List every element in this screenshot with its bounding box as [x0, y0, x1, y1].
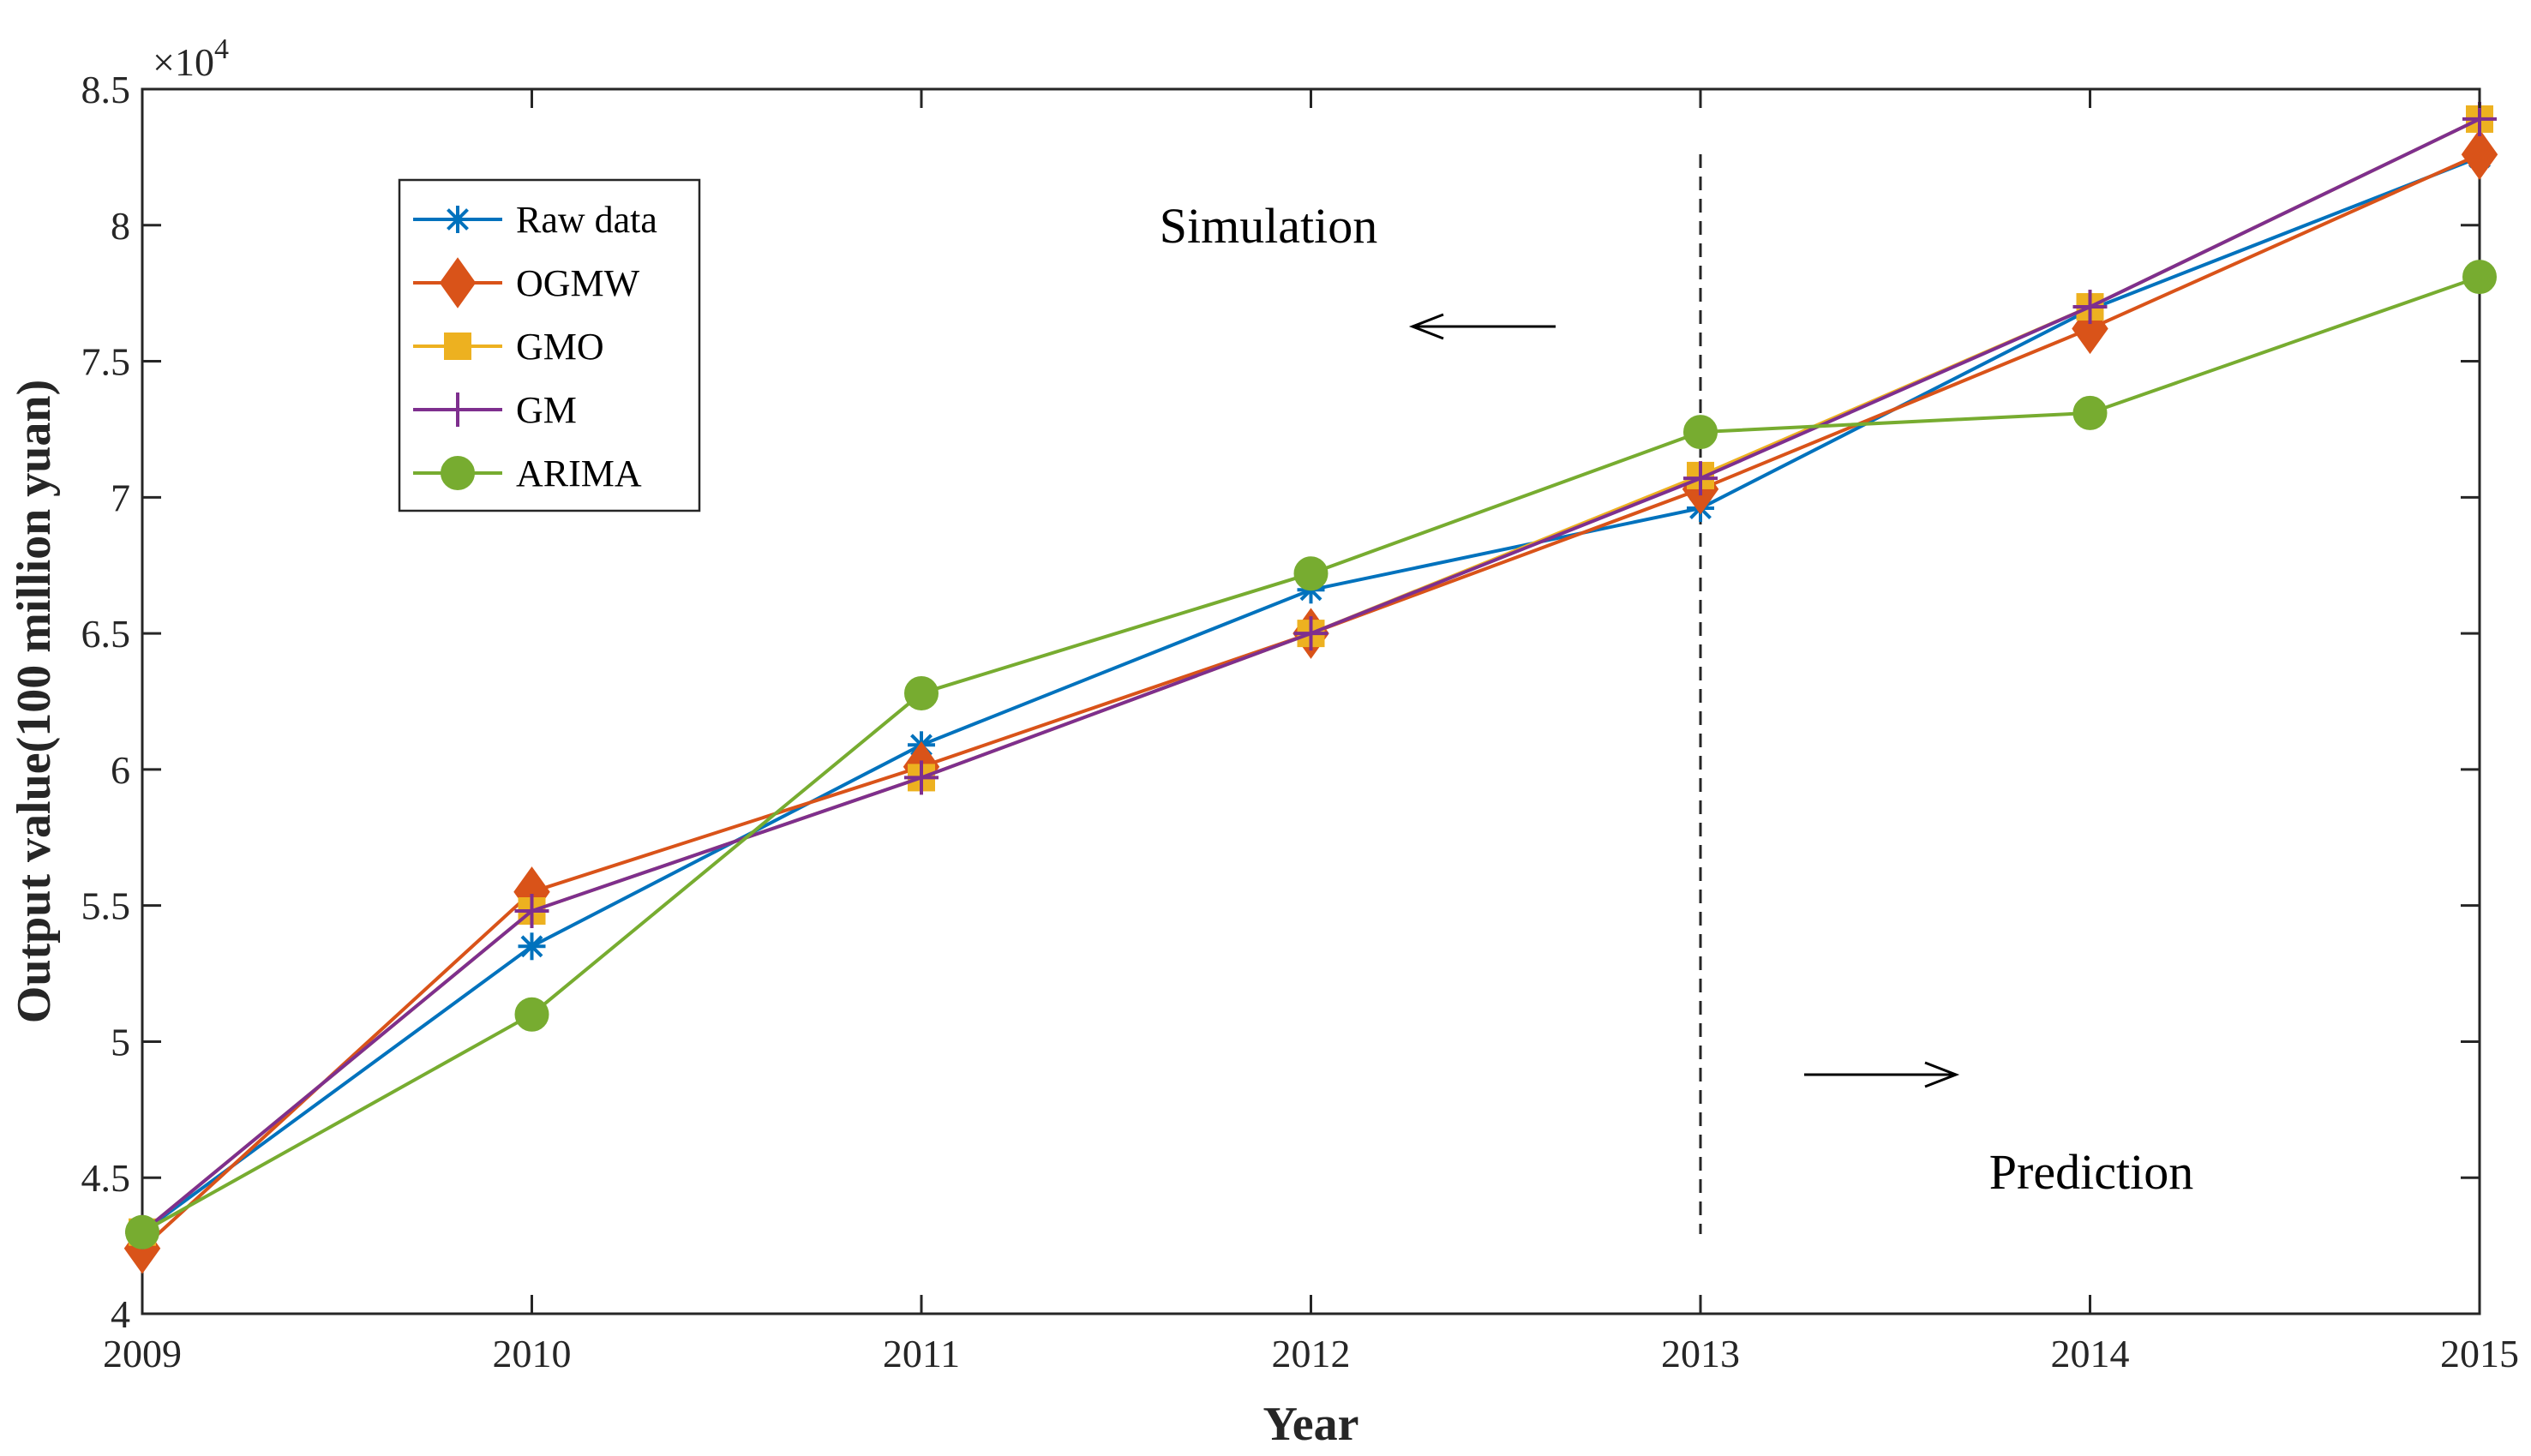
legend-item-raw-data: Raw data — [413, 199, 657, 241]
y-tick-label: 7.5 — [81, 340, 131, 384]
y-tick-label: 5.5 — [81, 884, 131, 928]
legend-label: GM — [516, 389, 577, 431]
data-point-arima — [1683, 415, 1718, 450]
legend-item-gm: GM — [413, 389, 577, 431]
x-tick-label: 2015 — [2440, 1332, 2519, 1375]
legend-label: GMO — [516, 326, 604, 368]
prediction-arrow — [1804, 1061, 1960, 1088]
data-point-arima — [514, 997, 549, 1032]
x-tick-label: 2013 — [1661, 1332, 1740, 1375]
legend-label: Raw data — [516, 199, 657, 241]
series-layer — [123, 101, 2498, 1274]
axes: 2009 2010 2011 2012 2013 2014 2015 4 4.5 5 5.5 6 6.5… — [8, 33, 2519, 1451]
data-point-arima — [125, 1214, 159, 1249]
legend-marker-arima — [441, 456, 475, 490]
y-tick-label: 7 — [111, 476, 130, 519]
y-tick-label: 4.5 — [81, 1156, 131, 1200]
annotations: Simulation Prediction — [1160, 198, 2193, 1200]
x-tick-label: 2011 — [883, 1332, 960, 1375]
x-tick-label: 2012 — [1272, 1332, 1351, 1375]
x-tick-label: 2009 — [103, 1332, 182, 1375]
y-exponent-label: ×104 — [153, 33, 229, 84]
data-point-ogmw — [2461, 129, 2498, 180]
data-point-raw-data — [518, 932, 546, 961]
legend-item-gmo: GMO — [413, 326, 604, 368]
legend-item-arima: ARIMA — [413, 452, 642, 494]
y-tick-label: 6.5 — [81, 612, 131, 656]
y-tick-label: 4 — [111, 1292, 130, 1336]
data-point-gm — [1683, 461, 1718, 496]
data-point-arima — [1293, 556, 1328, 591]
legend-item-ogmw: OGMW — [413, 257, 640, 309]
legend: Raw data OGMW GMO GM ARIMA — [398, 178, 701, 512]
data-point-arima — [2072, 395, 2108, 430]
data-point-gm — [514, 894, 549, 929]
x-tick-label: 2014 — [2051, 1332, 2130, 1375]
legend-marker-gmo — [444, 333, 471, 360]
y-tick-label: 6 — [111, 748, 130, 792]
y-tick-label: 8.5 — [81, 68, 131, 111]
x-tick-label: 2010 — [493, 1332, 572, 1375]
data-point-arima — [2462, 260, 2497, 295]
legend-marker-ogmw — [439, 257, 477, 309]
y-tick-label: 8 — [111, 204, 130, 248]
prediction-label: Prediction — [1989, 1144, 2193, 1200]
series-arima — [125, 260, 2497, 1249]
legend-label: ARIMA — [516, 452, 642, 494]
simulation-arrow — [1408, 313, 1556, 340]
legend-label: OGMW — [516, 262, 640, 304]
x-axis-title: Year — [1263, 1398, 1359, 1451]
data-point-gm — [2072, 290, 2108, 325]
y-axis-title: Output value(100 million yuan) — [8, 380, 61, 1023]
legend-marker-raw-data — [444, 206, 471, 233]
data-point-arima — [904, 675, 939, 710]
legend-marker-gm — [441, 392, 475, 427]
y-tick-label: 5 — [111, 1020, 130, 1064]
simulation-label: Simulation — [1160, 198, 1378, 254]
data-point-gm — [904, 760, 939, 795]
data-point-gm — [1293, 616, 1328, 651]
